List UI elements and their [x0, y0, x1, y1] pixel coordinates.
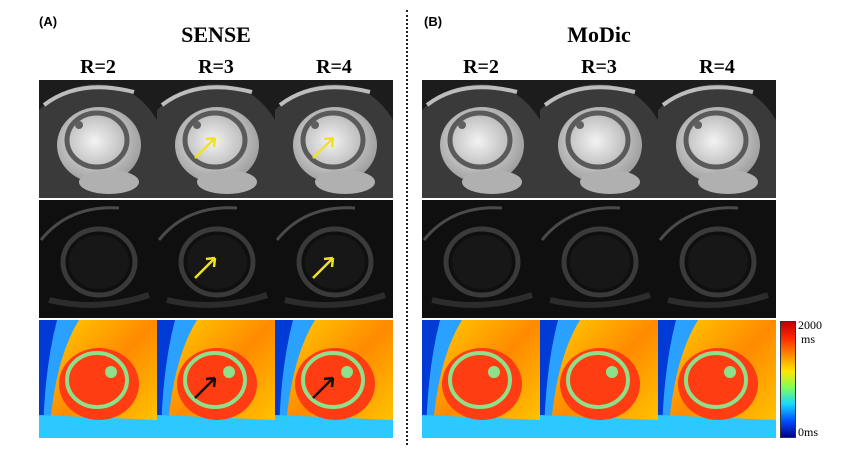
- panel-a-tag: (A): [39, 14, 58, 29]
- panel-a-image-grid: [39, 80, 393, 438]
- mri-tile-b-r2-c2: [658, 320, 776, 438]
- panel-divider: [406, 10, 408, 445]
- mri-tile-a-r1-c1: [157, 200, 275, 318]
- panel-b-title: MoDic: [567, 22, 631, 47]
- mri-tile-a-r2-c2: [275, 320, 393, 438]
- mri-tile-b-r2-c0: [422, 320, 540, 438]
- panel-a-col-r4: R=4: [316, 56, 352, 78]
- panel-a-col-r2: R=2: [80, 56, 116, 78]
- mri-tile-b-r2-c1: [540, 320, 658, 438]
- mri-tile-b-r0-c2: [658, 80, 776, 198]
- panel-b-tag: (B): [424, 14, 443, 29]
- t1-colorbar: [780, 321, 796, 438]
- colorbar-max-value: 2000: [798, 318, 822, 332]
- colorbar-min-label: 0ms: [798, 425, 819, 439]
- mri-tile-a-r2-c0: [39, 320, 157, 438]
- colorbar-gradient: [781, 322, 795, 437]
- mri-tile-a-r0-c1: [157, 80, 275, 198]
- mri-tile-a-r0-c0: [39, 80, 157, 198]
- mri-tile-b-r1-c2: [658, 200, 776, 318]
- panel-a-col-r3: R=3: [198, 56, 234, 78]
- mri-tile-a-r0-c2: [275, 80, 393, 198]
- mri-tile-b-r1-c0: [422, 200, 540, 318]
- colorbar-max-unit: ms: [801, 332, 816, 346]
- panel-b-col-r4: R=4: [699, 56, 735, 78]
- panel-b-col-r3: R=3: [581, 56, 617, 78]
- mri-tile-a-r1-c2: [275, 200, 393, 318]
- panel-a-title: SENSE: [181, 22, 251, 47]
- mri-tile-b-r1-c1: [540, 200, 658, 318]
- mri-tile-b-r0-c1: [540, 80, 658, 198]
- mri-tile-a-r1-c0: [39, 200, 157, 318]
- panel-b-image-grid: [422, 80, 776, 438]
- mri-tile-a-r2-c1: [157, 320, 275, 438]
- panel-b-col-r2: R=2: [463, 56, 499, 78]
- mri-tile-b-r0-c0: [422, 80, 540, 198]
